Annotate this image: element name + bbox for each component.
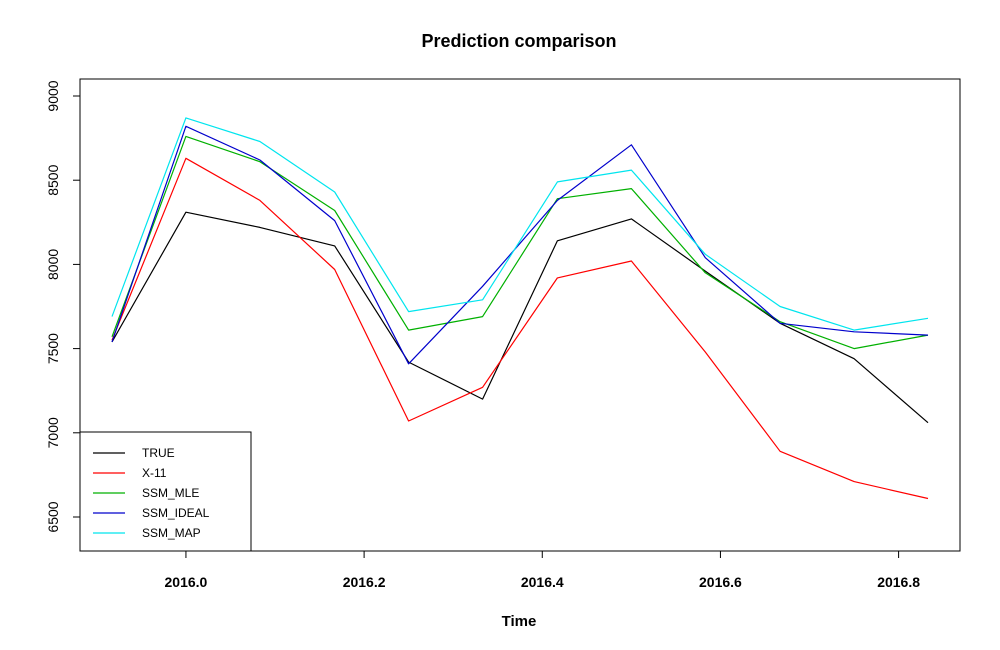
legend: TRUE X-11 SSM_MLE SSM_IDEAL SSM_MAP: [79, 431, 252, 552]
series-line-true: [111, 211, 929, 424]
y-axis: 6500 7000 7500 8000 8500 9000: [45, 80, 81, 533]
x-tick-label: 2016.8: [877, 574, 920, 590]
legend-label: TRUE: [142, 446, 175, 460]
series-lines: [111, 117, 929, 500]
x-tick-label: 2016.2: [343, 574, 386, 590]
x-tick-label: 2016.4: [521, 574, 564, 590]
x-tick-label: 2016.6: [699, 574, 742, 590]
legend-label: SSM_IDEAL: [142, 506, 210, 520]
x-axis-label: Time: [502, 613, 537, 630]
chart-title: Prediction comparison: [421, 31, 616, 51]
y-tick-label: 7000: [45, 417, 61, 448]
y-tick-label: 7500: [45, 333, 61, 364]
x-tick-label: 2016.0: [165, 574, 208, 590]
series-line-ssm-map: [111, 117, 929, 331]
y-tick-label: 8000: [45, 249, 61, 280]
y-tick-label: 8500: [45, 164, 61, 195]
y-tick-label: 9000: [45, 80, 61, 111]
series-line-x-11: [111, 157, 929, 500]
legend-box: [79, 431, 252, 552]
legend-label: X-11: [142, 466, 167, 480]
x-axis: 2016.0 2016.2 2016.4 2016.6 2016.8: [165, 550, 920, 590]
y-tick-label: 6500: [45, 501, 61, 532]
legend-label: SSM_MAP: [142, 526, 201, 540]
legend-label: SSM_MLE: [142, 486, 199, 500]
series-line-ssm-mle: [111, 135, 929, 350]
series-line-ssm-ideal: [111, 125, 929, 365]
